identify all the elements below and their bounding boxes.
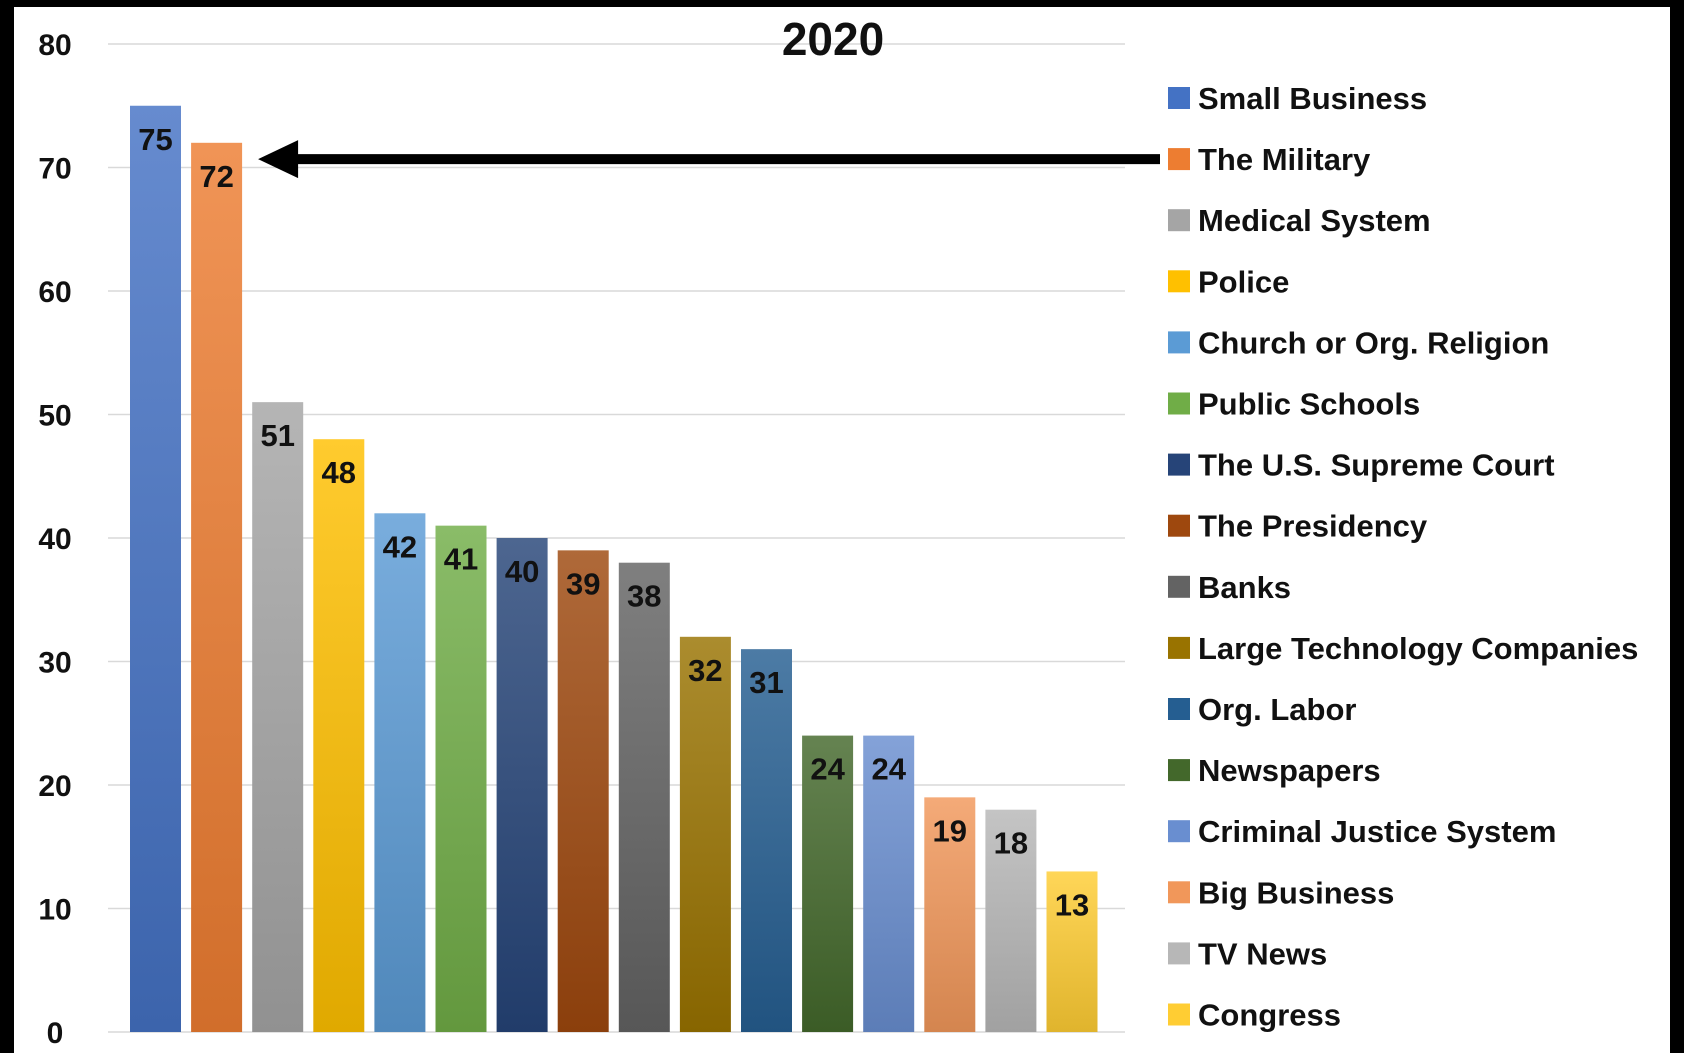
bar [741,649,792,1032]
legend-label: The Military [1198,142,1371,177]
legend-label: Medical System [1198,203,1431,238]
bar-value-label: 51 [260,418,294,453]
legend-label: Org. Labor [1198,692,1356,727]
legend-swatch [1168,514,1190,537]
bar [618,562,670,1032]
bar [496,538,548,1032]
legend-swatch [1168,148,1190,171]
bar-value-label: 40 [505,554,539,589]
bar-value-labels: 75 72 51 48 42 41 40 39 38 32 31 24 24 19 18 13 [138,122,1089,923]
legend-swatch [1168,209,1190,232]
legend: Small Business The Military Medical System… [1168,81,1638,1033]
y-axis-ticks: 0 10 20 30 40 50 60 70 80 [38,29,71,1050]
legend-swatch [1168,87,1190,109]
legend-swatch [1168,453,1190,476]
y-tick-label: 30 [38,647,71,680]
legend-swatch [1168,820,1190,843]
bar-value-label: 13 [1055,887,1089,922]
y-tick-label: 70 [38,153,71,186]
legend-label: Newspapers [1198,753,1381,788]
bar [374,513,426,1032]
chart-title: 2020 [782,13,884,65]
bar [252,402,304,1032]
y-tick-label: 50 [38,400,71,433]
legend-swatch [1168,698,1190,720]
y-tick-label: 80 [38,29,71,62]
legend-swatch [1168,270,1190,293]
bars [130,105,1098,1033]
bar [130,105,181,1032]
legend-swatch [1168,636,1190,659]
legend-label: Big Business [1198,875,1394,910]
arrow-head [258,140,299,179]
bar [679,636,731,1032]
bar-value-label: 31 [749,665,783,700]
annotation-arrow [258,140,1160,179]
legend-label: TV News [1198,936,1327,971]
legend-label: Church or Org. Religion [1198,325,1549,360]
legend-swatch [1168,942,1190,965]
bar-value-label: 32 [688,653,722,688]
bar-value-label: 18 [994,826,1028,861]
bar-value-label: 39 [566,566,600,601]
y-tick-label: 20 [38,770,71,803]
bar-value-label: 24 [871,752,906,787]
y-tick-label: 60 [38,276,71,309]
legend-label: Police [1198,264,1289,299]
bar [802,735,854,1032]
legend-label: Criminal Justice System [1198,814,1556,849]
bar [985,809,1037,1032]
bar [557,550,609,1032]
legend-label: The U.S. Supreme Court [1198,448,1555,483]
legend-label: Congress [1198,998,1341,1033]
legend-swatch [1168,1003,1190,1026]
bar [191,142,243,1033]
legend-swatch [1168,575,1190,598]
bar-value-label: 42 [383,529,417,564]
bar-value-label: 24 [810,752,845,787]
legend-swatch [1168,759,1190,782]
legend-swatch [1168,392,1190,415]
bar [863,735,915,1032]
legend-label: Banks [1198,570,1291,605]
legend-swatch [1168,331,1190,354]
y-tick-label: 10 [38,894,71,927]
bar [1046,871,1098,1032]
bar [313,439,365,1032]
bar-value-label: 75 [138,122,172,157]
y-tick-label: 0 [47,1017,64,1050]
bar-value-label: 72 [199,159,233,194]
bar-value-label: 41 [444,542,478,577]
legend-label: Small Business [1198,81,1427,116]
legend-swatch [1168,881,1190,904]
bar [435,525,487,1032]
y-tick-label: 40 [38,523,71,556]
bar-value-label: 19 [933,813,967,848]
bar-value-label: 48 [322,455,356,490]
bar [924,797,976,1032]
bar-value-label: 38 [627,579,661,614]
legend-label: The Presidency [1198,509,1428,544]
legend-label: Public Schools [1198,387,1420,422]
legend-label: Large Technology Companies [1198,631,1638,666]
